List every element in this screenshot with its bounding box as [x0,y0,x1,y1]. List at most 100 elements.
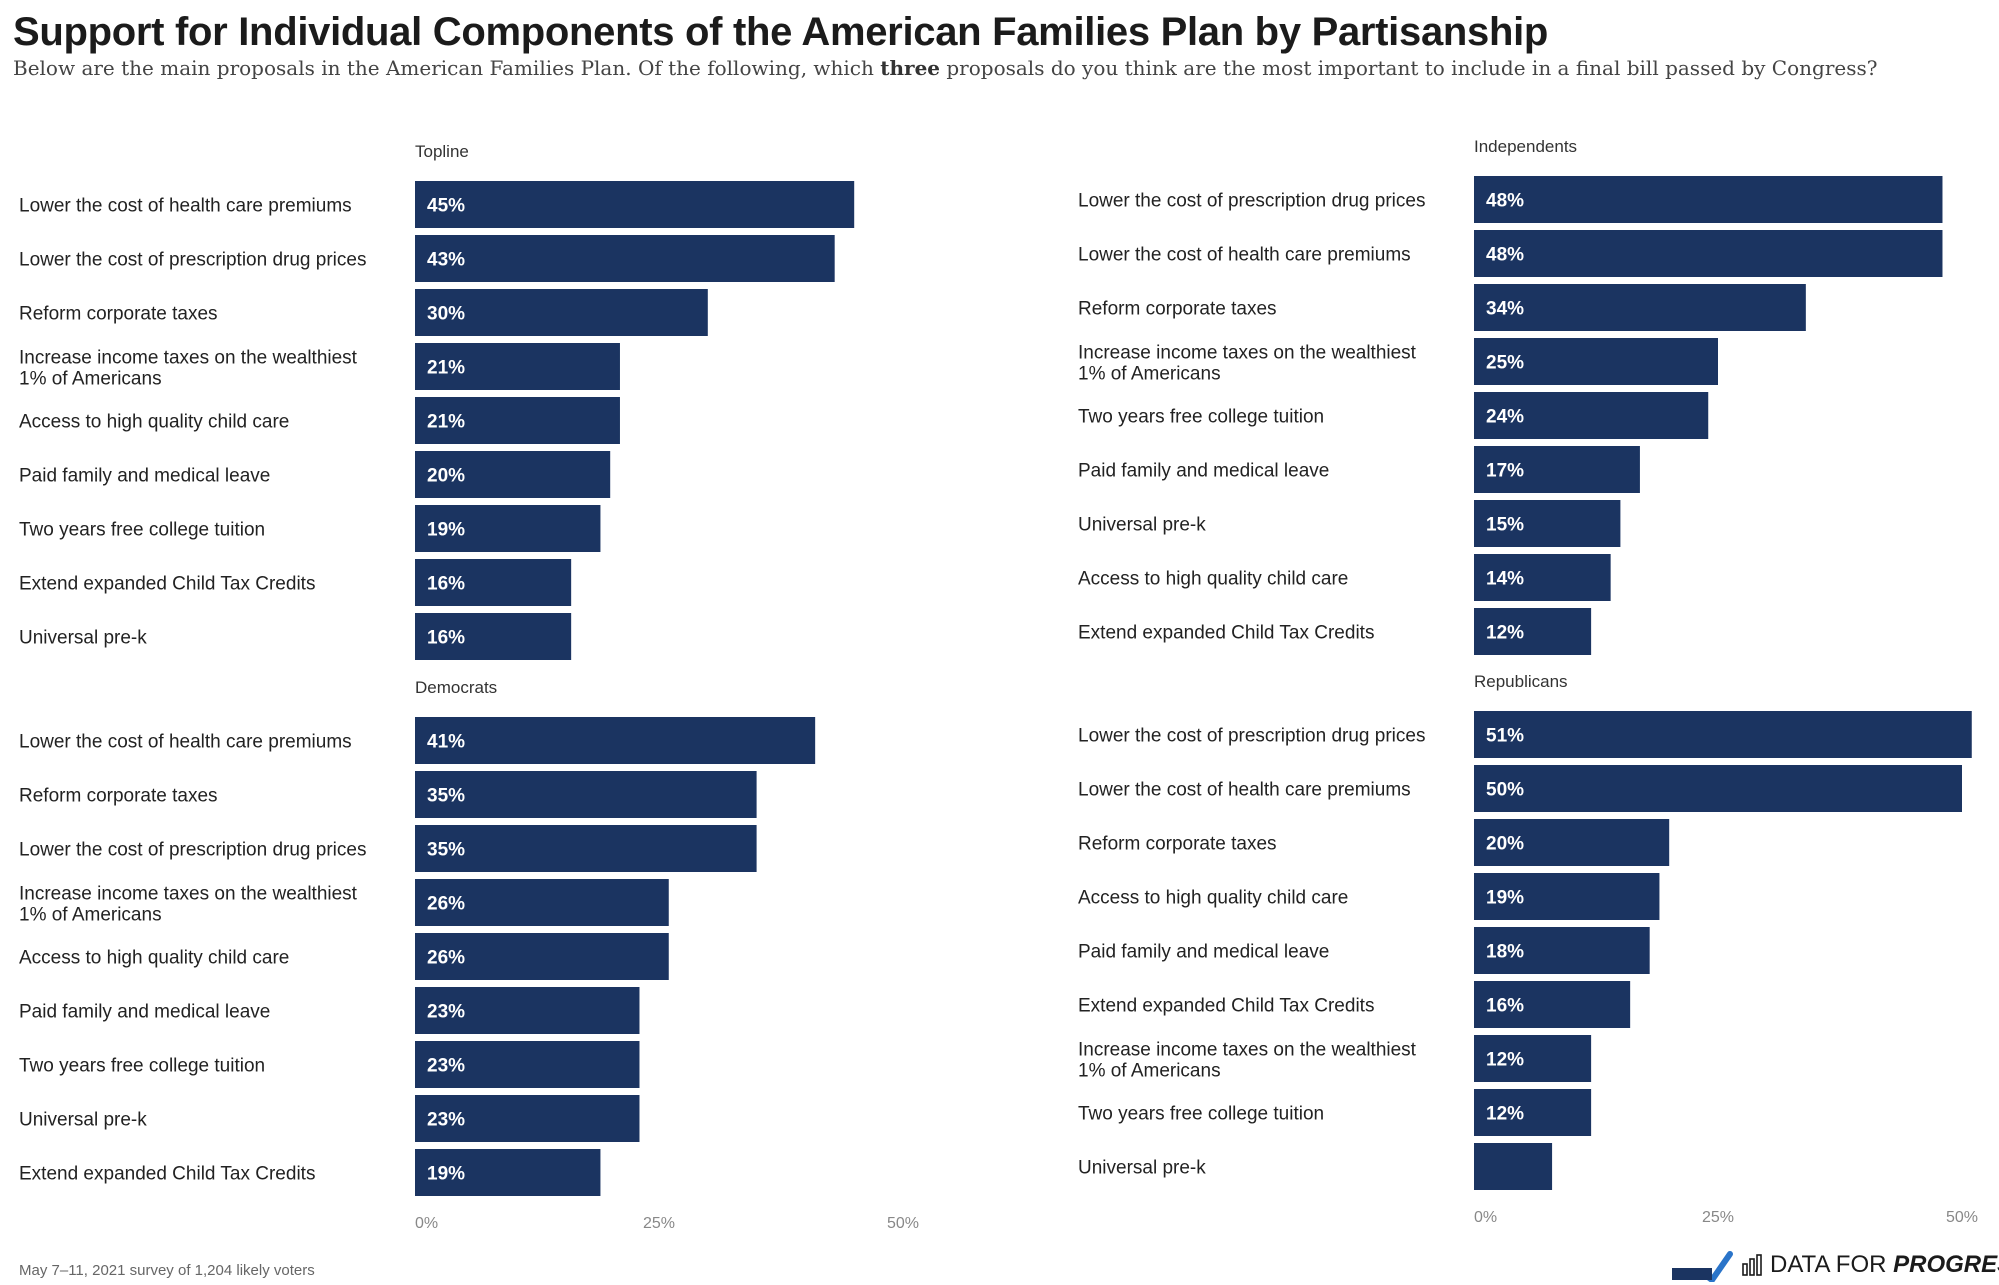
bar-value-label: 48% [1486,245,1524,266]
bar [1474,981,1631,1028]
brand-footer: DATA FOR PROGRESS [1670,1248,1999,1282]
bar-value-label: 21% [427,358,465,379]
bar-value-label: 48% [1486,191,1524,212]
category-label: Universal pre-k [1078,1158,1206,1179]
bar [415,559,572,606]
category-label: Lower the cost of health care premiums [1078,780,1411,801]
category-label: Lower the cost of health care premiums [19,196,352,217]
category-label: Two years free college tuition [19,1056,265,1077]
subtitle-emphasis: three [880,56,941,80]
bar-value-label: 17% [1486,461,1524,482]
category-label: Access to high quality child care [19,412,289,433]
bar [415,343,620,390]
bar-value-label: 19% [1486,888,1524,909]
category-label: Lower the cost of prescription drug pric… [1078,726,1425,747]
bar-value-label: 35% [427,840,465,861]
category-label: Reform corporate taxes [1078,299,1277,320]
category-label: Lower the cost of prescription drug pric… [1078,191,1425,212]
bar [415,451,611,498]
bar [1474,1035,1592,1082]
category-label: Universal pre-k [19,1110,147,1131]
x-tick-label: 25% [643,1215,675,1232]
bar [415,235,835,282]
bar [1474,230,1943,277]
bar [1474,338,1718,385]
category-label: Access to high quality child care [19,948,289,969]
bar-value-label: 23% [427,1002,465,1023]
bar [1474,927,1650,974]
bar-value-label: 45% [427,196,465,217]
category-label: Extend expanded Child Tax Credits [19,574,315,595]
category-label: Paid family and medical leave [1078,461,1329,482]
bar-value-label: 20% [1486,834,1524,855]
bar [1474,1089,1592,1136]
bar-value-label: 14% [1486,569,1524,590]
bar [1474,554,1611,601]
bar [1474,608,1592,655]
category-label: Two years free college tuition [1078,1104,1324,1125]
category-label: Extend expanded Child Tax Credits [1078,996,1374,1017]
bar [1474,176,1943,223]
bar [415,1095,640,1142]
bar-value-label: 30% [427,304,465,325]
category-label: Reform corporate taxes [19,304,218,325]
category-label: Universal pre-k [19,628,147,649]
bar [415,1041,640,1088]
source-note: May 7–11, 2021 survey of 1,204 likely vo… [19,1262,315,1279]
bar [1474,500,1621,547]
bar [415,181,855,228]
category-label: Paid family and medical leave [1078,942,1329,963]
bar [1474,392,1709,439]
bar [415,397,620,444]
category-label: Access to high quality child care [1078,888,1348,909]
category-label: Extend expanded Child Tax Credits [1078,623,1374,644]
category-label: Reform corporate taxes [19,786,218,807]
category-label: Lower the cost of prescription drug pric… [19,840,366,861]
bar-value-label: 12% [1486,1050,1524,1071]
bar-value-label: 23% [427,1056,465,1077]
bar-value-label: 23% [427,1110,465,1131]
category-label-line-2: 1% of Americans [19,905,162,926]
bar-value-label: 43% [427,250,465,271]
category-label: Increase income taxes on the wealthiest [1078,343,1417,364]
bar [415,505,601,552]
x-tick-label: 25% [1702,1209,1734,1226]
chart-subtitle: Below are the main proposals in the Amer… [13,56,1877,80]
subtitle-text-start: Below are the main proposals in the Amer… [13,56,881,80]
x-tick-label: 50% [887,1215,919,1232]
panel-title: Independents [1474,137,1577,156]
page-title: Support for Individual Components of the… [13,10,1549,54]
bar-value-label: 20% [427,466,465,487]
category-label: Increase income taxes on the wealthiest [19,348,358,369]
category-label-line-2: 1% of Americans [1078,364,1221,385]
bar [415,717,816,764]
bar-value-label: 25% [1486,353,1524,374]
bar-value-label: 50% [1486,780,1524,801]
bar-value-label: 34% [1486,299,1524,320]
bar-value-label: 12% [1486,623,1524,644]
bar-value-label: 16% [427,628,465,649]
bar-value-label: 35% [427,786,465,807]
x-tick-label: 0% [415,1215,438,1232]
data-for-progress-logo: DATA FOR PROGRESS [1742,1251,1999,1279]
category-label: Lower the cost of prescription drug pric… [19,250,366,271]
bar-value-label: 15% [1486,515,1524,536]
bar-value-label: 51% [1486,726,1524,747]
category-label: Increase income taxes on the wealthiest [1078,1040,1417,1061]
bar [415,879,669,926]
brand-text-progress: PROGRESS [1893,1251,1999,1278]
category-label: Paid family and medical leave [19,466,270,487]
bar [1474,446,1640,493]
bar [415,289,708,336]
category-label: Paid family and medical leave [19,1002,270,1023]
bar [415,1149,601,1196]
bar [415,613,572,660]
bar [415,933,669,980]
bar-chart-icon [1742,1254,1762,1276]
category-label-line-2: 1% of Americans [19,369,162,390]
bar-value-label: 41% [427,732,465,753]
subtitle-text-end: proposals do you think are the most impo… [940,56,1878,80]
category-label: Extend expanded Child Tax Credits [19,1164,315,1185]
brand-text-data-for: DATA FOR [1770,1251,1887,1278]
